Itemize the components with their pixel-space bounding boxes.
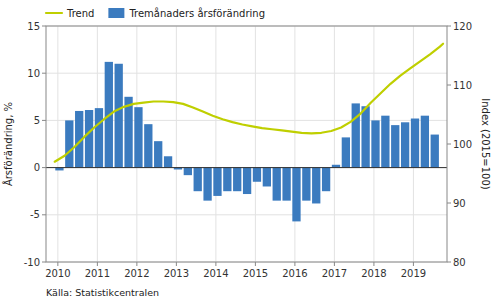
axes: -10 -5 0 5 10 15 2010 2011 2012 2013 2014 2015 2016 2… — [24, 21, 472, 280]
bar — [253, 168, 261, 182]
x-tick-label: 2014 — [203, 268, 228, 279]
bar — [203, 168, 211, 201]
x-tick-label: 2019 — [401, 268, 426, 279]
y2-tick-label: 80 — [453, 257, 466, 268]
bar — [243, 168, 251, 194]
x-grid-line — [294, 26, 295, 262]
x-tick-label: 2015 — [243, 268, 268, 279]
marks — [46, 44, 447, 222]
x-grid-line — [57, 26, 58, 262]
x-tick — [255, 262, 256, 266]
bar — [164, 156, 172, 167]
x-tick — [97, 262, 98, 266]
x-grid-line — [334, 26, 335, 262]
bar — [273, 168, 281, 201]
bar — [352, 103, 360, 167]
bar — [144, 124, 152, 167]
legend: Trend Tremånaders årsförändring — [46, 7, 265, 19]
bar — [302, 168, 310, 201]
bar — [282, 168, 290, 201]
y2-tick — [447, 26, 451, 27]
bar — [154, 141, 162, 167]
x-tick-label: 2013 — [164, 268, 189, 279]
y-tick-label: -10 — [24, 257, 40, 268]
legend-label: Trend — [66, 8, 94, 19]
bar — [401, 122, 409, 167]
x-tick — [413, 262, 414, 266]
x-tick — [136, 262, 137, 266]
bar — [361, 106, 369, 167]
bar — [263, 168, 271, 187]
y2-tick-label: 90 — [453, 198, 466, 209]
y-tick-label: 10 — [27, 68, 40, 79]
grid — [46, 26, 447, 262]
trend-line — [55, 44, 443, 162]
x-tick — [176, 262, 177, 266]
y-tick — [42, 214, 46, 215]
bar — [342, 137, 350, 167]
legend-swatch — [108, 8, 124, 18]
plot-frame — [46, 26, 447, 262]
zero-line — [46, 167, 447, 168]
y-tick — [42, 262, 46, 263]
bar — [194, 168, 202, 192]
legend-label: Tremånaders årsförändring — [128, 7, 265, 19]
y-tick-label: 5 — [34, 115, 40, 126]
x-tick-label: 2018 — [361, 268, 386, 279]
x-tick — [334, 262, 335, 266]
source-note: Källa: Statistikcentralen — [46, 287, 159, 298]
bar — [233, 168, 241, 192]
bar — [115, 64, 123, 168]
y2-tick — [447, 85, 451, 86]
x-tick-label: 2017 — [322, 268, 347, 279]
bar — [421, 116, 429, 168]
y2-tick-label: 120 — [453, 21, 472, 32]
x-tick — [294, 262, 295, 266]
y-tick — [42, 120, 46, 121]
y2-axis-label: Index (2015=100) — [480, 98, 491, 190]
bar — [134, 107, 142, 167]
x-tick-label: 2012 — [124, 268, 149, 279]
x-tick-label: 2016 — [282, 268, 307, 279]
y-grid-line — [46, 167, 447, 168]
bar — [431, 135, 439, 168]
y-tick-label: 0 — [34, 162, 40, 173]
y-tick-label: 15 — [27, 21, 40, 32]
x-grid-line — [255, 26, 256, 262]
y-tick — [42, 167, 46, 168]
bar — [223, 168, 231, 192]
y2-tick — [447, 262, 451, 263]
y-tick-label: -5 — [30, 209, 40, 220]
x-tick-label: 2010 — [45, 268, 70, 279]
bar — [213, 168, 221, 196]
x-grid-line — [215, 26, 216, 262]
bar — [95, 108, 103, 167]
x-tick — [57, 262, 58, 266]
y-axis-label: Årsförändring, % — [2, 102, 14, 186]
bar — [391, 125, 399, 167]
x-tick — [215, 262, 216, 266]
bar — [85, 110, 93, 168]
y2-tick-label: 100 — [453, 139, 472, 150]
bar — [184, 168, 192, 176]
bar — [312, 168, 320, 204]
chart: -10 -5 0 5 10 15 2010 2011 2012 2013 2014 2015 2016 2… — [0, 0, 493, 304]
x-tick — [373, 262, 374, 266]
x-tick-label: 2011 — [85, 268, 110, 279]
bar — [411, 119, 419, 168]
bar — [371, 120, 379, 167]
bar — [292, 168, 300, 222]
y-tick — [42, 26, 46, 27]
x-grid-line — [176, 26, 177, 262]
y2-tick — [447, 203, 451, 204]
y-grid-line — [46, 214, 447, 215]
y-tick — [42, 73, 46, 74]
y2-tick — [447, 144, 451, 145]
bar — [65, 120, 73, 167]
legend-swatch — [46, 12, 62, 14]
y2-tick-label: 110 — [453, 80, 472, 91]
bar — [381, 116, 389, 168]
bar — [322, 168, 330, 192]
